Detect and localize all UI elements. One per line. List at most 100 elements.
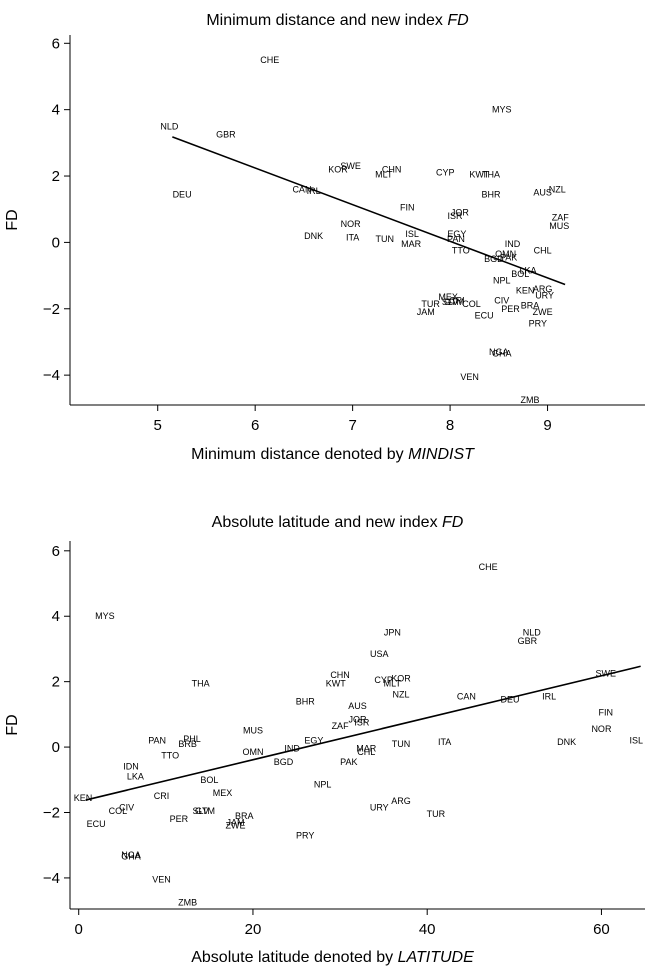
point-label-gha: GHA <box>492 349 512 359</box>
point-label-pak: PAK <box>340 757 357 767</box>
point-label-phl: PHL <box>183 734 201 744</box>
point-label-zmb: ZMB <box>178 897 197 907</box>
point-label-che: CHE <box>479 562 498 572</box>
point-label-zaf: ZAF <box>552 213 570 223</box>
point-label-can: CAN <box>292 184 311 194</box>
y-tick-label: 6 <box>52 543 60 560</box>
point-label-jpn: JPN <box>384 628 401 638</box>
point-label-mar: MAR <box>356 744 377 754</box>
point-label-zwe: ZWE <box>533 307 553 317</box>
point-label-nor: NOR <box>591 724 612 734</box>
point-label-ven: VEN <box>152 875 171 885</box>
point-label-usa: USA <box>370 649 389 659</box>
point-label-tha: THA <box>482 169 500 179</box>
point-label-idn: IDN <box>123 762 139 772</box>
point-label-tto: TTO <box>452 246 470 256</box>
point-label-nzl: NZL <box>393 690 410 700</box>
y-tick-label: 0 <box>52 234 60 251</box>
point-label-tha: THA <box>192 678 210 688</box>
point-label-cyp: CYP <box>374 675 393 685</box>
point-label-omn: OMN <box>242 747 263 757</box>
point-label-ind: IND <box>284 744 300 754</box>
chart-title-text: Minimum distance and new index <box>206 12 447 29</box>
point-label-cri: CRI <box>449 295 465 305</box>
point-label-per: PER <box>170 814 189 824</box>
point-label-tto: TTO <box>161 750 179 760</box>
point-label-egy: EGY <box>447 229 466 239</box>
point-label-isl: ISL <box>630 736 644 746</box>
point-label-bra: BRA <box>235 811 254 821</box>
point-label-ita: ITA <box>438 737 451 747</box>
point-label-fin: FIN <box>400 203 415 213</box>
point-label-swe: SWE <box>340 161 361 171</box>
chart-title-italic: FD <box>447 12 469 29</box>
point-label-can: CAN <box>457 691 476 701</box>
point-label-ven: VEN <box>460 372 479 382</box>
y-tick-label: −2 <box>43 301 60 318</box>
point-label-mex: MEX <box>213 788 233 798</box>
point-label-swe: SWE <box>596 668 617 678</box>
x-axis-label-italic: LATITUDE <box>398 949 474 966</box>
point-label-col: COL <box>462 299 481 309</box>
point-label-kwt: KWT <box>326 678 346 688</box>
point-label-zaf: ZAF <box>332 721 350 731</box>
y-tick-label: −4 <box>43 367 60 384</box>
point-label-chl: CHL <box>534 246 552 256</box>
point-label-chn: CHN <box>382 164 402 174</box>
point-label-aus: AUS <box>348 701 367 711</box>
point-label-lka: LKA <box>127 772 144 782</box>
chart-panel-2: Absolute latitude and new index FD −4 −2 0 2… <box>4 514 645 966</box>
x-axis-label-text: Absolute latitude denoted by <box>191 949 397 966</box>
point-label-bra: BRA <box>521 300 540 310</box>
x-tick-label: 20 <box>245 921 262 938</box>
point-label-mar: MAR <box>401 239 422 249</box>
chart-title-text: Absolute latitude and new index <box>212 514 442 531</box>
point-label-bhr: BHR <box>482 189 502 199</box>
point-label-isr: ISR <box>447 211 463 221</box>
point-label-jor: JOR <box>349 714 368 724</box>
x-axis-label: Minimum distance denoted by MINDIST <box>191 446 475 463</box>
y-axis-label: FD <box>4 209 21 230</box>
point-label-slv: SLV <box>442 297 458 307</box>
point-label-gha: GHA <box>121 852 141 862</box>
point-label-gtm: GTM <box>195 806 215 816</box>
point-label-lka: LKA <box>520 266 537 276</box>
point-label-nzl: NZL <box>549 184 566 194</box>
point-label-gtm: GTM <box>444 297 464 307</box>
y-tick-label: 2 <box>52 168 60 185</box>
x-tick-label: 0 <box>75 921 83 938</box>
point-label-nld: NLD <box>160 121 179 131</box>
point-label-mlt: MLT <box>384 678 402 688</box>
point-label-brb: BRB <box>178 739 197 749</box>
x-tick-label: 5 <box>154 417 162 434</box>
point-label-bgd: BGD <box>274 757 294 767</box>
x-axis-label-text: Minimum distance denoted by <box>191 446 408 463</box>
point-label-tun: TUN <box>376 234 395 244</box>
point-label-ken: KEN <box>516 286 535 296</box>
y-tick-label: −4 <box>43 870 60 887</box>
point-label-ury: URY <box>535 290 554 300</box>
point-label-pak: PAK <box>500 252 517 262</box>
point-label-arg: ARG <box>533 284 553 294</box>
point-label-mus: MUS <box>243 726 263 736</box>
point-label-irl: IRL <box>307 186 321 196</box>
point-label-civ: CIV <box>119 803 134 813</box>
point-label-deu: DEU <box>173 189 192 199</box>
point-label-isl: ISL <box>405 229 419 239</box>
point-label-bol: BOL <box>511 269 529 279</box>
point-label-mus: MUS <box>549 221 569 231</box>
point-label-aus: AUS <box>533 188 552 198</box>
x-tick-label: 6 <box>251 417 259 434</box>
point-label-ecu: ECU <box>475 310 494 320</box>
chart-title: Minimum distance and new index FD <box>206 12 469 29</box>
point-label-zwe: ZWE <box>226 821 246 831</box>
point-label-tun: TUN <box>392 739 411 749</box>
point-label-per: PER <box>501 304 520 314</box>
y-tick-label: 4 <box>52 608 60 625</box>
point-label-mys: MYS <box>492 105 512 115</box>
fit-line <box>172 136 566 286</box>
point-label-kwt: KWT <box>469 169 489 179</box>
point-label-pry: PRY <box>529 319 547 329</box>
x-axis-label: Absolute latitude denoted by LATITUDE <box>191 949 474 966</box>
